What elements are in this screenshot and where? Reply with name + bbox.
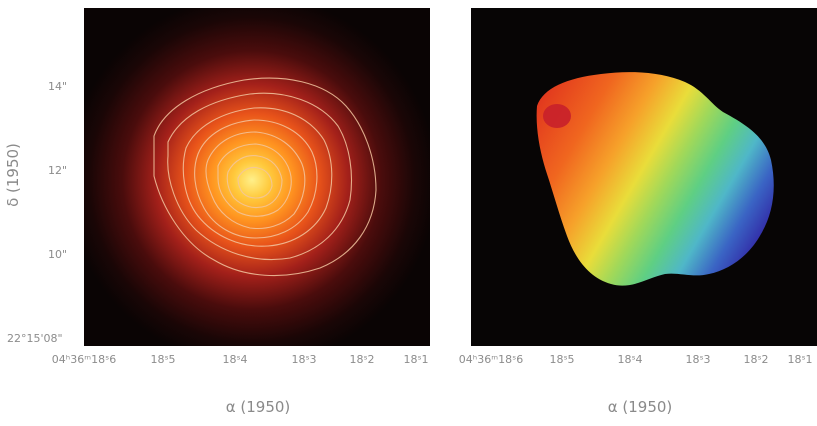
contour-lines (153, 77, 377, 277)
contour-5 (205, 131, 306, 230)
contour-outer (153, 77, 377, 277)
right-x-tick-0: 04ʰ36ᵐ18ˢ6 (458, 353, 524, 366)
left-x-axis-label: α (1950) (225, 398, 291, 416)
contour-2 (167, 92, 353, 261)
right-x-tick-5: 18ˢ1 (787, 353, 813, 366)
right-x-tick-4: 18ˢ2 (743, 353, 769, 366)
intensity-map-image (84, 8, 430, 346)
intensity-background (84, 8, 430, 346)
velocity-map-image (471, 8, 817, 346)
contour-6 (217, 143, 292, 217)
redshift-spot (543, 104, 571, 128)
contour-8 (237, 166, 273, 199)
y-tick-14: 14" (48, 80, 68, 93)
velocity-map-panel (471, 8, 817, 346)
left-x-tick-3: 18ˢ3 (291, 353, 317, 366)
contour-3 (182, 107, 333, 247)
left-x-tick-4: 18ˢ2 (349, 353, 375, 366)
left-x-tick-2: 18ˢ4 (222, 353, 248, 366)
right-x-tick-1: 18ˢ5 (549, 353, 575, 366)
intensity-map-panel (84, 8, 430, 346)
right-x-tick-2: 18ˢ4 (617, 353, 643, 366)
right-x-tick-3: 18ˢ3 (685, 353, 711, 366)
y-tick-10: 10" (48, 248, 68, 261)
y-tick-12: 12" (48, 164, 68, 177)
y-axis-label: δ (1950) (4, 143, 22, 207)
contour-7 (226, 155, 283, 209)
left-x-tick-0: 04ʰ36ᵐ18ˢ6 (51, 353, 117, 366)
right-x-axis-label: α (1950) (607, 398, 673, 416)
left-x-tick-5: 18ˢ1 (403, 353, 429, 366)
contour-4 (194, 119, 318, 239)
y-tick-origin: 22°15'08" (7, 332, 63, 345)
left-x-tick-1: 18ˢ5 (150, 353, 176, 366)
